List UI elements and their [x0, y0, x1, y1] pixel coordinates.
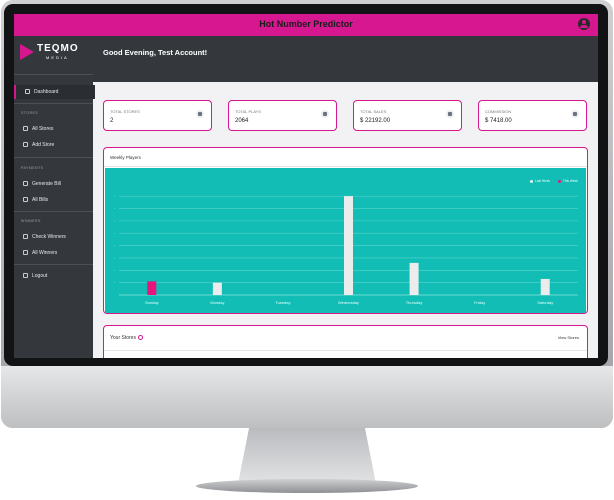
- imac-foot: [196, 479, 418, 493]
- sidebar-item-label: All Bills: [32, 197, 49, 203]
- y-tick-mark: -: [114, 220, 115, 223]
- logout-icon: [23, 273, 28, 278]
- store-icon: [196, 110, 204, 118]
- calendar-icon: [321, 110, 329, 118]
- bar-monday-last-week: [212, 282, 222, 295]
- x-tick-label: Friday: [474, 300, 485, 305]
- stat-value: 2064: [235, 118, 249, 124]
- legend-label: Last Week: [535, 179, 551, 183]
- x-tick-label: Tuesday: [275, 300, 290, 305]
- sidebar: TEQMO MEDIA Dashboard STORES All Stores …: [14, 36, 95, 358]
- sidebar-divider: [14, 157, 93, 158]
- brand-logo[interactable]: TEQMO MEDIA: [20, 42, 90, 68]
- your-stores-panel: Your Stores View Stores: [103, 325, 588, 358]
- top-bar: Hot Number Predictor: [14, 14, 598, 36]
- stat-card-total-sales: TOTAL SALES $ 22192.00: [353, 100, 462, 131]
- sidebar-divider: [14, 103, 93, 104]
- chart-legend: Last Week This Week: [523, 179, 578, 183]
- sidebar-item-label: Add Store: [32, 142, 55, 148]
- sidebar-item-label: All Stores: [32, 126, 54, 132]
- receipt-icon: [23, 181, 28, 186]
- play-logo-icon: [20, 44, 34, 60]
- bar-sunday-this-week: [147, 281, 157, 295]
- app-screen: Hot Number Predictor TEQMO MEDIA Dashboa…: [14, 14, 598, 358]
- plus-square-icon: [23, 142, 28, 147]
- x-tick-label: Monday: [210, 300, 224, 305]
- bar-wednesday-last-week: [344, 196, 353, 295]
- store-icon: [23, 126, 28, 131]
- stat-value: $ 22192.00: [360, 118, 391, 124]
- sidebar-item-label: Check Winners: [32, 234, 66, 240]
- y-tick-mark: -: [114, 282, 115, 285]
- section-winners: WINNERS: [21, 219, 41, 223]
- panel-title: Your Stores: [110, 335, 136, 341]
- sidebar-divider: [14, 211, 93, 212]
- legend-label: This Week: [563, 179, 578, 183]
- x-tick-label: Saturday: [537, 300, 553, 305]
- help-icon[interactable]: [138, 335, 143, 340]
- sidebar-item-all-stores[interactable]: All Stores: [14, 122, 93, 136]
- panel-divider: [104, 350, 587, 351]
- y-tick-mark: -: [114, 195, 115, 198]
- brand-subtitle: MEDIA: [46, 55, 69, 60]
- page-header: Good Evening, Test Account!: [93, 36, 598, 82]
- trophy-icon: [23, 250, 28, 255]
- x-tick-label: Wednesday: [338, 300, 359, 305]
- sidebar-item-label: All Winners: [32, 250, 58, 256]
- sidebar-item-label: Logout: [32, 273, 48, 279]
- section-payments: PAYMENTS: [21, 166, 44, 170]
- y-tick-mark: -: [114, 245, 115, 248]
- stat-label: COMMISSION: [485, 109, 512, 114]
- bills-icon: [23, 197, 28, 202]
- x-tick-label: Thursday: [406, 300, 423, 305]
- sidebar-item-generate-bill[interactable]: Generate Bill: [14, 177, 93, 191]
- sidebar-item-all-bills[interactable]: All Bills: [14, 193, 93, 207]
- y-tick-mark: -: [114, 232, 115, 235]
- dashboard-icon: [25, 89, 30, 94]
- legend-item-this-week[interactable]: This Week: [558, 179, 578, 183]
- search-icon: [23, 234, 28, 239]
- info-icon: [571, 110, 579, 118]
- stat-value: $ 7418.00: [485, 118, 512, 124]
- weekly-players-chart: Last Week This Week - - - - - - - - Sunday Monday…: [105, 168, 586, 313]
- imac-chin: [1, 366, 613, 428]
- y-tick-mark: -: [114, 257, 115, 260]
- stat-value: 2: [110, 118, 114, 124]
- money-icon: [446, 110, 454, 118]
- chart-svg: - - - - - - - - Sunday Monday Tuesday Wednesday Thur…: [114, 195, 578, 305]
- legend-swatch: [558, 179, 561, 183]
- sidebar-item-dashboard[interactable]: Dashboard: [14, 85, 95, 99]
- stat-card-commission: COMMISSION $ 7418.00: [478, 100, 587, 131]
- sidebar-item-label: Dashboard: [34, 89, 59, 95]
- account-icon[interactable]: [578, 18, 590, 30]
- stat-label: TOTAL STORES: [110, 109, 140, 114]
- panel-title: Weekly Players: [110, 155, 141, 160]
- y-tick-mark: -: [114, 269, 115, 272]
- legend-swatch: [530, 179, 534, 183]
- bar-saturday-last-week: [540, 278, 550, 295]
- sidebar-item-add-store[interactable]: Add Store: [14, 138, 93, 152]
- sidebar-item-logout[interactable]: Logout: [14, 269, 93, 283]
- greeting-text: Good Evening, Test Account!: [103, 48, 208, 57]
- sidebar-item-label: Generate Bill: [32, 181, 61, 187]
- x-tick-label: Sunday: [145, 300, 159, 305]
- brand-name: TEQMO: [37, 43, 79, 54]
- y-tick-mark: -: [114, 208, 115, 211]
- panel-divider: [104, 166, 587, 167]
- sidebar-divider: [14, 264, 93, 265]
- weekly-players-panel: Weekly Players Last Week This Week -----…: [103, 147, 588, 314]
- stat-card-total-stores: TOTAL STORES 2: [103, 100, 212, 131]
- sidebar-item-all-winners[interactable]: All Winners: [14, 246, 93, 260]
- sidebar-divider: [14, 74, 93, 75]
- bar-thursday-last-week: [409, 262, 419, 295]
- imac-stand: [238, 428, 376, 484]
- stat-card-total-plays: TOTAL PLAYS 2064: [228, 100, 337, 131]
- legend-item-last-week[interactable]: Last Week: [530, 179, 550, 183]
- stat-label: TOTAL PLAYS: [235, 109, 262, 114]
- app-title: Hot Number Predictor: [259, 19, 353, 29]
- stat-label: TOTAL SALES: [360, 109, 387, 114]
- sidebar-item-check-winners[interactable]: Check Winners: [14, 230, 93, 244]
- section-stores: STORES: [21, 111, 39, 115]
- view-stores-link[interactable]: View Stores: [557, 335, 579, 340]
